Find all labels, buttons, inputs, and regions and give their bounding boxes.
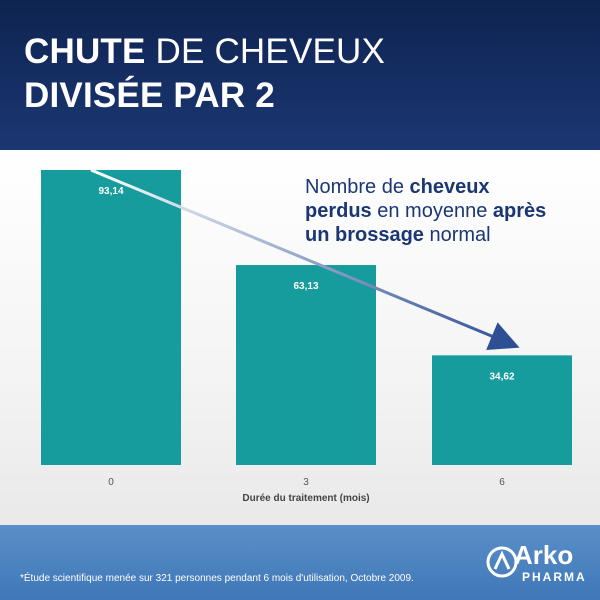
- x-axis-label: Durée du traitement (mois): [242, 493, 369, 504]
- annotation-bold: après: [492, 200, 547, 222]
- brand-logo: Arko PHARMA: [486, 540, 596, 590]
- x-tick-label-6: 6: [499, 477, 505, 488]
- bar-0: [41, 170, 181, 465]
- title-normal-part: DE CHEVEUX: [155, 32, 386, 71]
- annotation-text: en moyenne: [371, 200, 493, 222]
- data-label-6: 34,62: [489, 371, 514, 382]
- header-banner: [0, 0, 600, 150]
- page-title: CHUTE DE CHEVEUX DIVISÉE PAR 2: [24, 30, 385, 118]
- title-bold-part: CHUTE: [24, 32, 146, 71]
- title-line-2: DIVISÉE PAR 2: [24, 76, 275, 115]
- logo-name: Arko: [514, 540, 574, 570]
- arko-logo-icon: [486, 546, 518, 578]
- chart-annotation: Nombre de cheveux perdus en moyenne aprè…: [305, 175, 595, 247]
- annotation-bold: cheveux: [409, 176, 490, 198]
- bar-3: [236, 265, 376, 465]
- logo-subtitle: PHARMA: [522, 570, 587, 584]
- data-label-3: 63,13: [293, 281, 318, 292]
- annotation-bold: perdus: [305, 200, 372, 222]
- data-label-0: 93,14: [98, 186, 123, 197]
- x-tick-label-3: 3: [303, 477, 309, 488]
- footer-banner: [0, 525, 600, 600]
- x-tick-label-0: 0: [108, 477, 114, 488]
- trend-arrow: [90, 168, 520, 351]
- bar-6: [432, 355, 572, 465]
- bar-chart: 93,14 0 63,13 3 34,62 6 Durée du traitement (…: [41, 168, 572, 504]
- annotation-bold: un brossage: [305, 224, 424, 246]
- annotation-text: normal: [423, 224, 491, 246]
- annotation-text: Nombre de: [305, 176, 410, 198]
- footnote: *Étude scientifique menée sur 321 person…: [20, 573, 414, 584]
